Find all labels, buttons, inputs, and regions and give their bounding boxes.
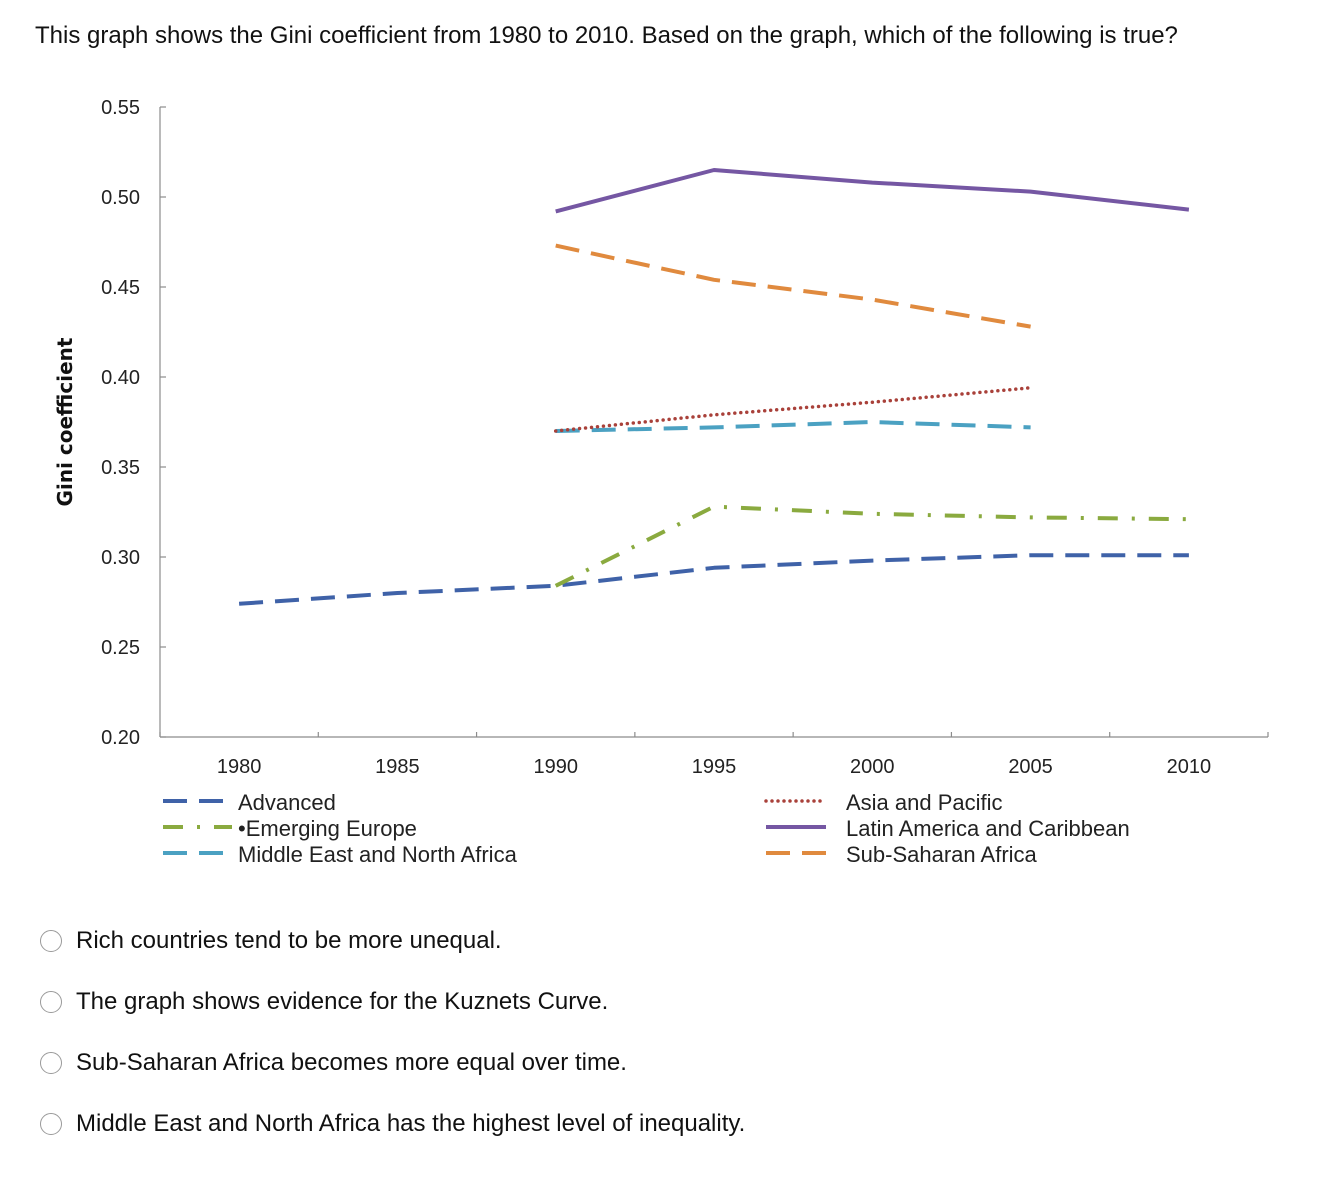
answer-options: Rich countries tend to be more unequal. … <box>40 910 745 1154</box>
y-tick-label: 0.20 <box>101 727 140 749</box>
question-text: This graph shows the Gini coefficient fr… <box>35 22 1178 49</box>
radio-button[interactable] <box>40 1051 62 1074</box>
chart-series <box>238 168 1190 606</box>
y-tick-label: 0.35 <box>101 457 140 479</box>
x-tick-label: 2005 <box>1008 756 1053 778</box>
x-tick-label: 1980 <box>217 756 262 778</box>
option-label: The graph shows evidence for the Kuznets… <box>76 987 609 1015</box>
legend-label: Middle East and North Africa <box>238 842 518 867</box>
legend-label: Asia and Pacific <box>846 790 1003 815</box>
series-line-5 <box>555 243 1031 329</box>
y-tick-label: 0.40 <box>101 367 140 389</box>
answer-option[interactable]: Middle East and North Africa has the hig… <box>40 1093 745 1154</box>
option-label: Sub-Saharan Africa becomes more equal ov… <box>76 1048 627 1076</box>
answer-option[interactable]: The graph shows evidence for the Kuznets… <box>40 971 745 1032</box>
series-line-3 <box>553 386 1033 433</box>
chart-axes: 0.55 0.50 0.45 0.40 0.35 0.30 0.25 0.20 1980 1985… <box>101 97 1269 778</box>
series-line-0 <box>238 553 1189 606</box>
series-line-1 <box>554 504 1189 588</box>
option-label: Rich countries tend to be more unequal. <box>76 926 502 954</box>
answer-option[interactable]: Rich countries tend to be more unequal. <box>40 910 745 971</box>
answer-option[interactable]: Sub-Saharan Africa becomes more equal ov… <box>40 1032 745 1093</box>
x-tick-label: 2010 <box>1167 756 1212 778</box>
legend-label: Advanced <box>238 790 336 815</box>
x-tick-label: 1995 <box>692 756 737 778</box>
option-label: Middle East and North Africa has the hig… <box>76 1109 746 1137</box>
radio-button[interactable] <box>40 990 62 1013</box>
radio-button[interactable] <box>40 1112 62 1135</box>
legend-label: Sub-Saharan Africa <box>846 842 1038 867</box>
series-line-2 <box>555 420 1031 433</box>
x-tick-label: 1985 <box>375 756 420 778</box>
y-tick-label: 0.50 <box>101 187 140 209</box>
y-tick-label: 0.25 <box>101 637 140 659</box>
y-tick-label: 0.30 <box>101 547 140 569</box>
series-line-4 <box>555 168 1190 214</box>
x-tick-label: 1990 <box>533 756 578 778</box>
radio-button[interactable] <box>40 929 62 952</box>
y-tick-label: 0.45 <box>101 277 140 299</box>
gini-line-chart: 0.55 0.50 0.45 0.40 0.35 0.30 0.25 0.20 1980 1985… <box>53 97 1269 867</box>
legend-label: Latin America and Caribbean <box>846 816 1130 841</box>
legend-label: •Emerging Europe <box>238 816 417 841</box>
y-tick-label: 0.55 <box>101 97 140 119</box>
x-tick-label: 2000 <box>850 756 895 778</box>
y-axis-label: Gini coefficient <box>53 337 77 506</box>
